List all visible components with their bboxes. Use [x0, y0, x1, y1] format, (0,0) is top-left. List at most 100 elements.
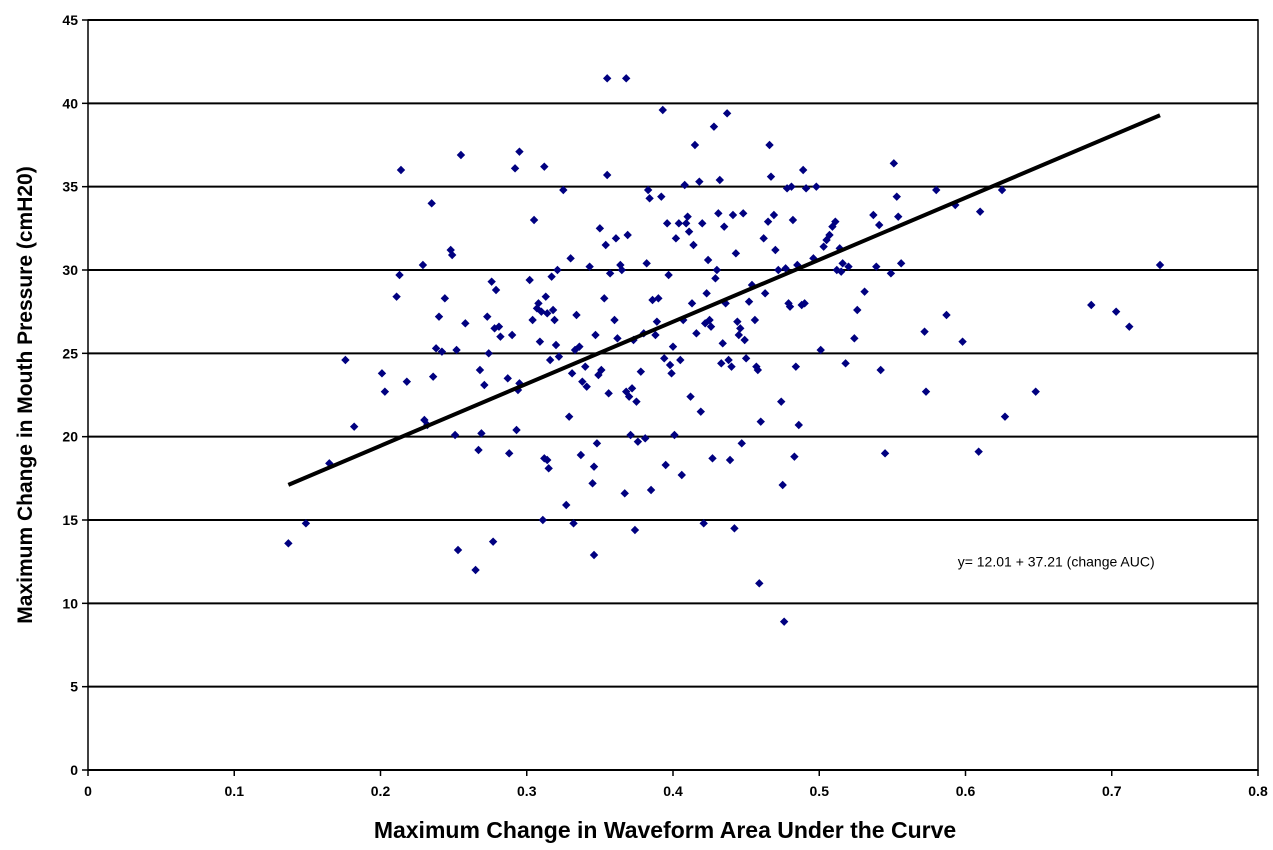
- data-point: [788, 215, 798, 225]
- data-point: [657, 192, 666, 201]
- data-point: [889, 159, 899, 168]
- data-point: [1087, 300, 1096, 310]
- data-point: [507, 330, 517, 340]
- data-point: [876, 365, 885, 375]
- data-point: [617, 265, 627, 275]
- data-point: [932, 185, 941, 195]
- data-point: [756, 417, 765, 426]
- data-point: [487, 277, 496, 286]
- y-tick-label: 15: [62, 512, 78, 528]
- data-point: [771, 245, 780, 255]
- data-point: [782, 184, 792, 193]
- data-point: [744, 297, 754, 306]
- data-point: [572, 310, 581, 320]
- data-point: [595, 224, 605, 233]
- data-point: [576, 450, 586, 460]
- data-point: [548, 305, 558, 315]
- data-point: [715, 175, 724, 185]
- data-point: [684, 227, 694, 236]
- data-point: [791, 362, 801, 371]
- data-point: [564, 412, 574, 421]
- data-point: [727, 362, 736, 371]
- data-point: [480, 380, 489, 390]
- data-point: [737, 439, 746, 448]
- data-point: [676, 355, 685, 365]
- data-point: [700, 319, 710, 328]
- data-point: [591, 330, 600, 340]
- data-point: [660, 354, 669, 363]
- data-point: [613, 334, 622, 343]
- data-point: [724, 355, 733, 365]
- data-point: [538, 515, 548, 525]
- data-point: [610, 315, 619, 325]
- data-point: [505, 449, 514, 458]
- data-point: [850, 334, 859, 343]
- data-point: [447, 250, 457, 260]
- data-point: [665, 360, 675, 370]
- data-point: [585, 262, 594, 271]
- y-tick-label: 5: [70, 679, 78, 695]
- data-point: [301, 519, 311, 528]
- data-point: [740, 335, 749, 345]
- data-point: [711, 274, 720, 283]
- data-point: [774, 265, 783, 275]
- data-point: [785, 302, 795, 311]
- data-point: [798, 165, 808, 175]
- x-tick-label: 0.2: [371, 783, 391, 799]
- data-point: [714, 209, 723, 218]
- data-point: [525, 275, 534, 285]
- data-point: [801, 184, 811, 193]
- data-point: [680, 180, 689, 190]
- data-point: [418, 260, 428, 270]
- regression-line: [287, 113, 1161, 487]
- data-point: [554, 352, 564, 361]
- data-point: [434, 312, 444, 321]
- y-tick-label: 25: [62, 345, 78, 361]
- x-tick-label: 0.5: [810, 783, 830, 799]
- x-tick-label: 0.7: [1102, 783, 1122, 799]
- data-point: [496, 332, 505, 341]
- data-point: [545, 355, 555, 365]
- data-point: [778, 480, 787, 490]
- data-point: [453, 545, 463, 555]
- data-point: [532, 304, 542, 313]
- data-point: [592, 439, 602, 448]
- data-point: [616, 260, 625, 270]
- data-point: [699, 519, 708, 528]
- data-point: [547, 272, 556, 281]
- data-point: [671, 234, 681, 243]
- y-tick-label: 40: [62, 95, 78, 111]
- plot-area-frame: [87, 19, 1259, 771]
- data-point: [632, 397, 641, 406]
- data-point: [717, 359, 726, 368]
- data-point: [696, 407, 705, 416]
- y-axis-tick-labels: 0 5 10 15 20 25 30 35 40 45: [62, 12, 88, 778]
- data-point: [812, 182, 821, 191]
- data-point: [643, 185, 653, 195]
- data-point: [975, 207, 985, 216]
- data-point: [1125, 322, 1134, 331]
- data-point: [816, 345, 825, 355]
- data-point: [611, 234, 621, 243]
- x-tick-label: 0.8: [1248, 783, 1268, 799]
- horizontal-gridlines: [88, 19, 1258, 771]
- data-point: [646, 485, 656, 495]
- data-point: [662, 219, 672, 228]
- data-point: [512, 425, 521, 435]
- data-point: [543, 309, 552, 318]
- data-point: [427, 199, 436, 208]
- data-point: [636, 367, 646, 376]
- x-tick-label: 0.6: [956, 783, 976, 799]
- y-axis-title: Maximum Change in Mouth Pressure (cmH20): [14, 166, 37, 623]
- data-point: [683, 212, 692, 221]
- y-tick-label: 10: [62, 595, 78, 611]
- data-point: [687, 299, 697, 308]
- data-point: [510, 164, 520, 173]
- data-point: [581, 362, 590, 371]
- data-point: [651, 330, 660, 340]
- data-point: [896, 259, 906, 268]
- data-point: [456, 150, 466, 160]
- data-point: [645, 194, 654, 203]
- data-point: [652, 317, 662, 326]
- data-point: [503, 374, 512, 383]
